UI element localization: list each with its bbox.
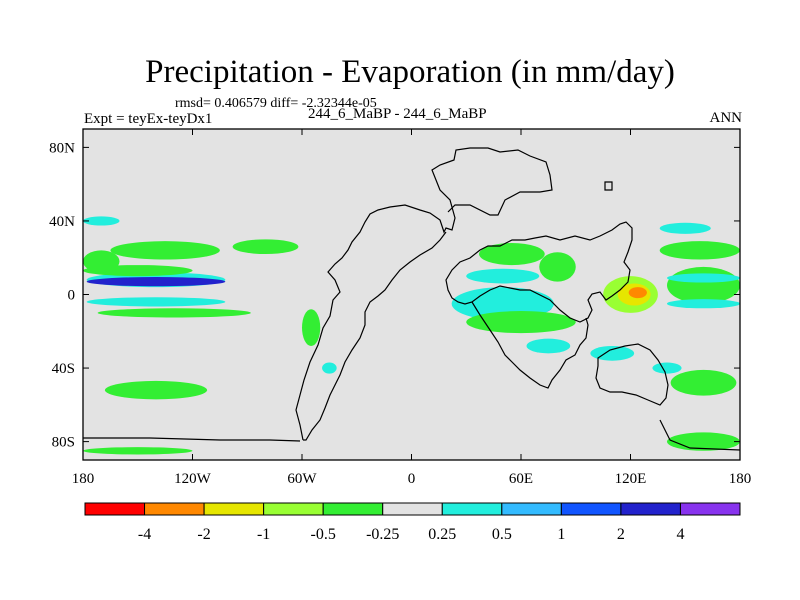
contour-region-8 bbox=[83, 250, 120, 273]
x-tick-label-0: 180 bbox=[72, 471, 95, 487]
contour-region-22 bbox=[628, 287, 647, 299]
colorbar-label-7: 1 bbox=[557, 526, 565, 543]
colorbar-swatch-1 bbox=[144, 502, 205, 516]
colorbar-label-5: 0.25 bbox=[428, 526, 456, 543]
contour-region-17 bbox=[526, 338, 571, 354]
contour-region-24 bbox=[667, 266, 740, 304]
contour-region-9 bbox=[302, 309, 321, 346]
colorbar-label-4: -0.25 bbox=[366, 526, 399, 543]
coastline-africa-south bbox=[471, 301, 589, 389]
contour-region-10 bbox=[104, 380, 208, 400]
x-tick-label-2: 60W bbox=[287, 471, 317, 487]
contour-region-5 bbox=[110, 241, 220, 260]
contour-region-25 bbox=[667, 273, 740, 283]
x-tick-label-3: 0 bbox=[408, 471, 416, 487]
colorbar-label-2: -1 bbox=[257, 526, 270, 543]
colorbar-label-0: -4 bbox=[138, 526, 151, 543]
colorbar-label-3: -0.5 bbox=[311, 526, 336, 543]
y-tick-label-4: 80S bbox=[52, 435, 75, 451]
contour-region-18 bbox=[479, 243, 545, 266]
contour-region-3 bbox=[86, 297, 226, 307]
coastlines bbox=[83, 147, 740, 451]
contour-region-12 bbox=[322, 362, 337, 374]
colorbar-swatch-3 bbox=[263, 502, 324, 516]
contour-region-4 bbox=[97, 308, 251, 318]
case-label: 244_6_MaBP - 244_6_MaBP bbox=[308, 106, 487, 122]
x-tick-label-6: 180 bbox=[729, 471, 752, 487]
contour-region-1 bbox=[86, 277, 226, 287]
experiment-label: Expt = teyEx-teyDx1 bbox=[84, 111, 213, 127]
colorbar-swatch-2 bbox=[203, 502, 265, 516]
y-tick-label-3: 40S bbox=[52, 361, 75, 377]
colorbar-label-9: 4 bbox=[676, 526, 684, 543]
colorbar-swatch-9 bbox=[620, 502, 681, 516]
contour-region-11 bbox=[83, 447, 193, 455]
contour-fills bbox=[83, 216, 740, 455]
y-tick-label-1: 40N bbox=[49, 214, 75, 230]
colorbar-label-8: 2 bbox=[617, 526, 625, 543]
colorbar-swatch-8 bbox=[560, 502, 622, 516]
colorbar-swatch-7 bbox=[501, 502, 562, 516]
colorbar: -4 -2 -1 -0.5 -0.25 0.25 0.5 1 2 4 bbox=[84, 502, 741, 543]
contour-region-26 bbox=[667, 299, 740, 309]
coastline-greenland-box bbox=[604, 181, 613, 191]
season-label: ANN bbox=[709, 110, 743, 126]
contour-region-13 bbox=[466, 268, 540, 284]
x-tick-label-1: 120W bbox=[174, 471, 212, 487]
contour-region-6 bbox=[232, 239, 299, 255]
colorbar-swatch-4 bbox=[322, 502, 384, 516]
y-tick-label-0: 80N bbox=[49, 140, 75, 156]
contour-region-19 bbox=[539, 252, 576, 282]
colorbar-swatch-0 bbox=[84, 502, 146, 516]
y-tick-label-2: 0 bbox=[68, 288, 76, 304]
coastline-old-world bbox=[445, 221, 633, 323]
contour-region-28 bbox=[659, 222, 711, 234]
coastline-americas bbox=[295, 147, 553, 441]
x-tick-label-4: 60E bbox=[509, 471, 533, 487]
contour-region-23 bbox=[590, 345, 635, 361]
colorbar-swatch-6 bbox=[441, 502, 503, 516]
contour-region-27 bbox=[659, 241, 740, 260]
colorbar-label-6: 0.5 bbox=[492, 526, 512, 543]
colorbar-swatch-5 bbox=[382, 502, 443, 516]
contour-region-7 bbox=[83, 216, 120, 226]
x-tick-label-5: 120E bbox=[615, 471, 647, 487]
coastline-antarctica-east bbox=[659, 419, 740, 451]
colorbar-swatch-10 bbox=[679, 502, 741, 516]
contour-region-29 bbox=[670, 369, 737, 396]
coastline-australia bbox=[595, 343, 669, 406]
axes: 180 120W 60W 0 60E 120E 180 80N 40N 0 40S 80S bbox=[49, 129, 751, 487]
colorbar-label-1: -2 bbox=[197, 526, 210, 543]
coastline-antarctica bbox=[83, 437, 301, 442]
contour-region-31 bbox=[652, 362, 682, 374]
chart-title: Precipitation - Evaporation (in mm/day) bbox=[145, 54, 675, 90]
rmsd-stats: rmsd= 0.406579 diff= -2.32344e-05 bbox=[175, 96, 377, 111]
contour-region-16 bbox=[466, 311, 576, 334]
